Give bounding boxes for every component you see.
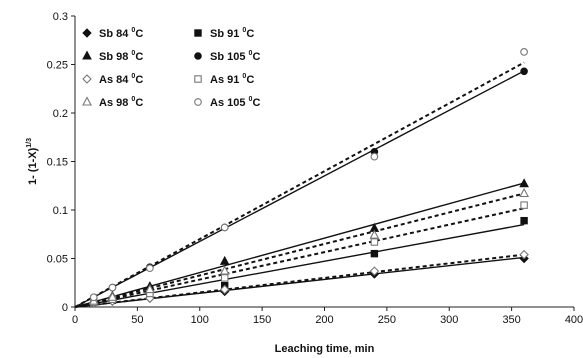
data-point [144, 283, 155, 294]
legend-label: Sb 91 0C [210, 27, 254, 40]
legend-item: Sb 84 0C [82, 27, 143, 40]
data-point [520, 48, 528, 56]
x-tick-label: 250 [378, 314, 396, 326]
data-point [107, 291, 118, 301]
legend-item: As 98 0C [82, 96, 143, 109]
y-tick-label: 0.25 [47, 60, 68, 72]
fit-line [74, 223, 525, 308]
legend-marker [194, 29, 202, 37]
fit-line [74, 253, 525, 308]
data-point [369, 266, 380, 276]
data-point [520, 201, 528, 209]
data-point [220, 274, 229, 282]
x-axis-label: Leaching time, min [275, 343, 375, 355]
legend-marker [194, 98, 202, 106]
data-point [219, 255, 230, 265]
legend-item: As 91 0C [194, 73, 254, 86]
legend-marker [82, 74, 92, 84]
data-point [89, 293, 98, 302]
data-point [370, 152, 379, 161]
x-tick-label: 150 [253, 314, 271, 326]
fit-line [74, 192, 525, 308]
axes: 0 50 100 150 200 250 300 350 400 0 0.05 0.1 0.15 0.2 0… [47, 11, 583, 326]
x-tick-label: 100 [191, 314, 209, 326]
legend-marker [194, 52, 202, 60]
data-point [220, 223, 229, 232]
data-point [519, 178, 529, 188]
y-axis-label-exponent: 1/3 [26, 138, 33, 148]
y-tick-label: 0.15 [47, 157, 68, 169]
legend-marker [82, 50, 92, 60]
data-point [370, 238, 379, 246]
x-tick-label: 200 [315, 314, 333, 326]
data-point [369, 229, 380, 239]
x-tick-label: 350 [502, 314, 520, 326]
legend-label: As 84 0C [99, 73, 143, 86]
legend-label: Sb 105 0C [210, 50, 260, 63]
legend-item: As 84 0C [82, 73, 143, 86]
legend: Sb 84 0C Sb 91 0C Sb 98 0C Sb 105 0C As 84 0… [82, 27, 260, 109]
y-tick-label: 0.3 [53, 11, 68, 23]
legend-label: As 98 0C [99, 96, 143, 109]
data-point [370, 249, 379, 258]
legend-item: Sb 105 0C [194, 50, 260, 63]
y-tick-label: 0 [62, 302, 68, 314]
x-tick-label: 0 [72, 314, 78, 326]
legend-item: Sb 91 0C [194, 27, 254, 40]
legend-label: Sb 98 0C [99, 50, 143, 63]
legend-item: As 105 0C [194, 96, 260, 109]
y-tick-label: 0.05 [47, 254, 68, 266]
y-axis-label: 1- (1-X)1/3 [26, 138, 39, 185]
legend-label: Sb 84 0C [99, 27, 143, 40]
fit-line [74, 256, 525, 308]
data-point [146, 264, 154, 273]
x-tick-label: 50 [131, 314, 143, 326]
fit-line [74, 182, 525, 308]
data-point [520, 216, 528, 225]
fit-line [74, 207, 525, 308]
data-point [520, 67, 528, 76]
legend-item: Sb 98 0C [82, 50, 143, 63]
legend-marker [194, 75, 202, 83]
data-points [88, 48, 530, 308]
legend-marker [82, 28, 92, 38]
legend-label: As 105 0C [210, 96, 260, 109]
y-tick-label: 0.2 [53, 108, 68, 120]
x-tick-label: 300 [440, 314, 458, 326]
y-tick-label: 0.1 [53, 205, 68, 217]
data-point [219, 284, 230, 295]
x-tick-label: 400 [565, 314, 583, 326]
y-axis-label-base: 1- (1-X) [27, 147, 39, 185]
data-point [108, 283, 117, 292]
data-point [219, 265, 230, 275]
legend-marker [82, 96, 92, 106]
data-point [519, 187, 530, 198]
legend-label: As 91 0C [210, 73, 254, 86]
data-point [519, 249, 529, 260]
